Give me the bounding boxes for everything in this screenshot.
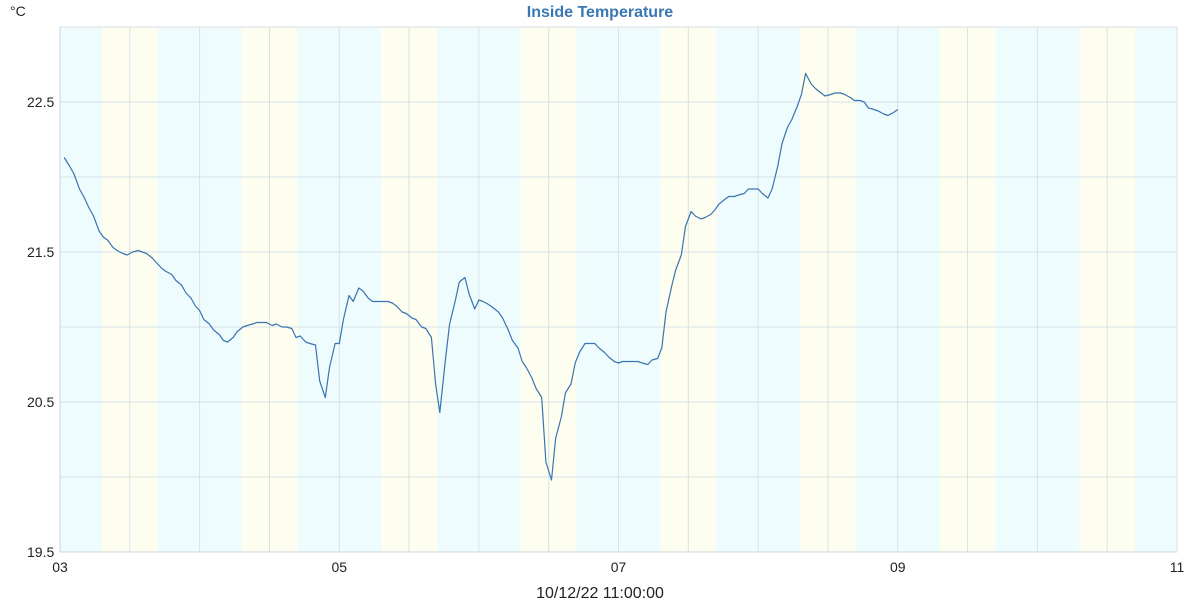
x-tick-label: 03 xyxy=(52,559,68,575)
x-axis-ticks: 03 05 07 09 11 xyxy=(52,559,1184,575)
y-axis-ticks: 19.5 20.5 21.5 22.5 xyxy=(27,94,54,560)
y-unit-label: °C xyxy=(10,3,26,19)
y-tick-label: 19.5 xyxy=(27,544,54,560)
grid-lines xyxy=(59,26,1178,553)
timestamp-footer: 10/12/22 11:00:00 xyxy=(536,585,664,600)
x-tick-label: 09 xyxy=(890,559,906,575)
x-tick-label: 05 xyxy=(331,559,347,575)
x-tick-label: 07 xyxy=(611,559,627,575)
y-tick-label: 22.5 xyxy=(27,94,54,110)
y-tick-label: 20.5 xyxy=(27,394,54,410)
axes xyxy=(59,27,1177,553)
y-tick-label: 21.5 xyxy=(27,244,54,260)
series-line-0 xyxy=(63,72,899,481)
chart-title: Inside Temperature xyxy=(527,4,674,21)
x-tick-label: 11 xyxy=(1170,559,1185,575)
series-group xyxy=(63,72,899,481)
